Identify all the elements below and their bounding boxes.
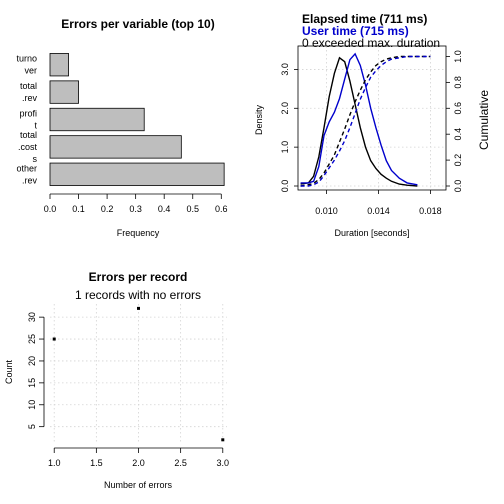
chart-subtitle: 1 records with no errors bbox=[75, 288, 201, 302]
y-tick-label-right: 0.6 bbox=[453, 102, 463, 115]
bar bbox=[50, 81, 79, 103]
x-tick-label: 0.4 bbox=[158, 204, 171, 214]
x-tick-label: 3.0 bbox=[217, 458, 230, 468]
data-point bbox=[53, 338, 56, 341]
y-axis-label-cumulative: Cumulative bbox=[477, 90, 491, 150]
y-tick-label-right: 0.0 bbox=[453, 180, 463, 193]
category-label-line: .rev bbox=[22, 175, 38, 185]
x-tick-label: 0.010 bbox=[315, 206, 338, 216]
x-tick-label: 0.1 bbox=[72, 204, 85, 214]
errors-per-variable-chart: Errors per variable (top 10) turno ver tot… bbox=[16, 17, 227, 238]
cumulative-line bbox=[301, 57, 431, 187]
y-tick-label: 20 bbox=[27, 356, 37, 366]
x-tick-label: 1.5 bbox=[90, 458, 103, 468]
duration-density-chart: Elapsed time (711 ms) User time (715 ms)… bbox=[254, 12, 491, 238]
category-label-line: other bbox=[16, 163, 37, 173]
category-label-line: .rev bbox=[22, 93, 38, 103]
y-tick-label-right: 0.4 bbox=[453, 128, 463, 141]
cumulative-line bbox=[301, 57, 431, 187]
bar bbox=[50, 136, 181, 158]
y-tick-label-left: 2.0 bbox=[280, 102, 290, 115]
bar bbox=[50, 108, 144, 130]
x-tick-label: 1.0 bbox=[48, 458, 61, 468]
bar bbox=[50, 53, 69, 75]
x-tick-label: 0.018 bbox=[419, 206, 442, 216]
exceeded-subtitle: 0 exceeded max. duration bbox=[302, 36, 440, 50]
category-label-line: total bbox=[20, 81, 37, 91]
y-tick-label: 15 bbox=[27, 378, 37, 388]
category-label: other .rev bbox=[16, 163, 37, 185]
x-axis-label: Duration [seconds] bbox=[334, 228, 409, 238]
x-tick-label: 2.5 bbox=[174, 458, 187, 468]
y-tick-label-right: 0.8 bbox=[453, 76, 463, 89]
category-label-line: .cost bbox=[18, 142, 38, 152]
data-point bbox=[221, 438, 224, 441]
y-tick-label-left: 3.0 bbox=[280, 63, 290, 76]
data-point bbox=[137, 307, 140, 310]
y-axis-label: Count bbox=[4, 360, 14, 385]
x-tick-label: 2.0 bbox=[132, 458, 145, 468]
x-axis-label: Number of errors bbox=[104, 480, 173, 490]
x-axis-label: Frequency bbox=[117, 228, 160, 238]
x-tick-label: 0.014 bbox=[367, 206, 390, 216]
chart-title: Errors per variable (top 10) bbox=[61, 17, 214, 31]
category-label-line: profi bbox=[19, 109, 37, 119]
chart-title: Errors per record bbox=[89, 270, 188, 284]
plot-frame bbox=[298, 46, 446, 190]
category-label-line: ver bbox=[24, 66, 37, 76]
category-label: profi t bbox=[19, 109, 37, 131]
x-tick-label: 0.3 bbox=[129, 204, 142, 214]
category-label: total .rev bbox=[20, 81, 38, 103]
x-tick-label: 0.6 bbox=[215, 204, 228, 214]
y-tick-label: 10 bbox=[27, 400, 37, 410]
y-tick-label: 5 bbox=[27, 424, 37, 429]
category-label-line: total bbox=[20, 130, 37, 140]
x-tick-label: 0.0 bbox=[44, 204, 57, 214]
x-tick-label: 0.2 bbox=[101, 204, 114, 214]
category-label: turno ver bbox=[16, 54, 37, 76]
bar bbox=[50, 163, 224, 185]
y-tick-label: 25 bbox=[27, 334, 37, 344]
y-tick-label-left: 1.0 bbox=[280, 141, 290, 154]
y-tick-label-right: 0.2 bbox=[453, 154, 463, 167]
category-label-line: turno bbox=[16, 54, 37, 64]
y-tick-label-right: 1.0 bbox=[453, 50, 463, 63]
x-tick-label: 0.5 bbox=[186, 204, 199, 214]
y-tick-label: 30 bbox=[27, 312, 37, 322]
category-label: total .cost s bbox=[18, 130, 38, 164]
errors-per-record-chart: Errors per record 1 records with no erro… bbox=[4, 270, 229, 490]
y-axis-label-density: Density bbox=[254, 104, 264, 135]
y-tick-label-left: 0.0 bbox=[280, 180, 290, 193]
